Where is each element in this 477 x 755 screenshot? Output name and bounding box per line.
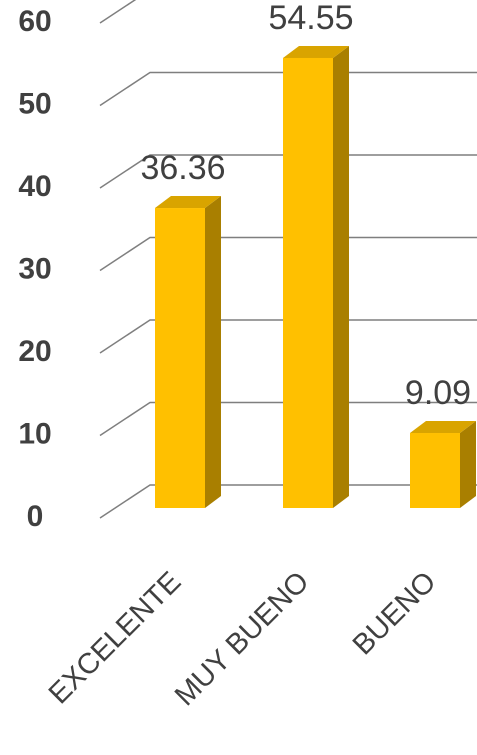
grid-line	[99, 71, 477, 107]
bar-side	[460, 421, 476, 508]
y-tick-label: 60	[18, 5, 51, 38]
x-tick-label: MUY BUENO	[169, 566, 315, 712]
grid-line	[99, 236, 477, 272]
y-tick-label: 30	[18, 252, 51, 285]
grid-line	[99, 484, 477, 519]
bar	[283, 57, 333, 509]
bar-side	[205, 196, 221, 508]
y-tick-label: 50	[18, 87, 51, 120]
x-tick-label: EXCELENTE	[43, 566, 188, 711]
grid-line	[99, 401, 477, 437]
x-tick-label: BUENO	[347, 566, 443, 662]
y-tick-label: 40	[18, 170, 51, 203]
value-label: 54.55	[268, 0, 353, 37]
y-tick-label: 10	[18, 417, 51, 450]
y-tick-label: 0	[27, 500, 44, 533]
y-tick-label: 20	[18, 335, 51, 368]
grid-line	[99, 154, 477, 189]
value-label: 36.36	[140, 149, 225, 187]
bar	[410, 433, 460, 508]
bar-side	[333, 45, 349, 509]
bar-top	[283, 45, 349, 58]
bar-top	[155, 196, 221, 209]
bar-top	[410, 421, 476, 434]
grid-line	[99, 319, 477, 354]
value-label: 9.09	[405, 374, 471, 412]
grid-line	[99, 0, 137, 24]
bar	[155, 208, 205, 508]
